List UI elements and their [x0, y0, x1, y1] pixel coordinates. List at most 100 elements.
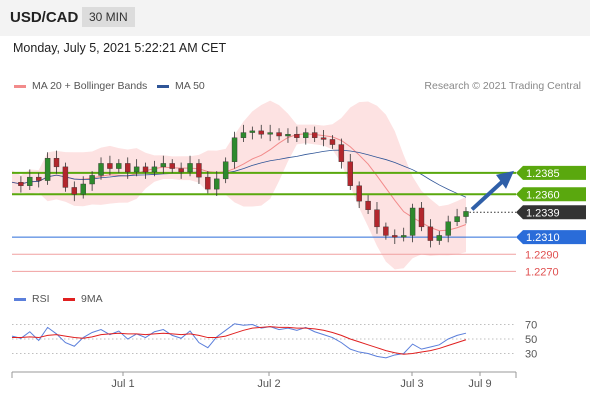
legend-ma20-label: MA 20 + Bollinger Bands [32, 80, 148, 92]
candle-body [151, 166, 158, 173]
candle-body [169, 163, 175, 169]
candle-body [427, 226, 434, 241]
candle-body [98, 163, 104, 176]
price-label-4: 1.2290 [525, 249, 559, 261]
bollinger-band [12, 100, 466, 270]
candle-body [142, 166, 149, 173]
timestamp: Monday, July 5, 2021 5:22:21 AM CET [13, 41, 227, 55]
candle [294, 126, 300, 142]
candle [374, 202, 380, 234]
candle-body [71, 187, 78, 195]
copyright: Research © 2021 Trading Central [424, 80, 581, 92]
candle [196, 159, 202, 184]
candle [329, 135, 336, 149]
candle-body [267, 132, 273, 135]
candle [267, 124, 273, 142]
candle-body [418, 207, 425, 228]
candle [62, 162, 69, 192]
candle [436, 231, 442, 245]
candle-body [214, 178, 220, 190]
price-levels: 1.2385 1.2360 1.2339 1.2310 1.2290 1.2270 [12, 165, 586, 278]
legend-ma20: MA 20 + Bollinger Bands [14, 80, 147, 92]
candle-body [383, 226, 389, 236]
candles [18, 124, 469, 248]
x-tick-label-0: Jul 1 [111, 378, 134, 390]
candle [463, 207, 469, 224]
candle-body [329, 139, 336, 145]
candle-body [454, 216, 460, 222]
candle-body [133, 166, 140, 173]
candle [258, 124, 264, 139]
candle [347, 154, 353, 190]
x-axis: Jul 1 Jul 2 Jul 3 Jul 9 [11, 371, 517, 390]
ma50-line [11, 149, 467, 198]
price-tag-2 [516, 205, 586, 220]
timeframe-badge[interactable]: 30 MIN [82, 7, 135, 27]
candle [98, 157, 104, 180]
legend-rsi: RSI [14, 293, 50, 305]
candle-body [231, 137, 238, 162]
candle [169, 159, 175, 173]
candle [427, 219, 434, 248]
candle-body [285, 134, 291, 137]
rsi-panel: 70 50 30 [11, 320, 537, 361]
candle [249, 126, 256, 140]
candle [454, 208, 460, 226]
candle [240, 124, 247, 142]
rsi-level-label-0: 70 [525, 320, 537, 332]
candle-body [311, 132, 318, 138]
candle-body [347, 161, 353, 186]
legend-ma50-label: MA 50 [175, 80, 205, 92]
candle-body [160, 163, 167, 168]
price-tag-1 [516, 187, 586, 202]
candle [222, 157, 229, 184]
forecast-arrow-shaft [470, 180, 504, 211]
candle-body [374, 209, 380, 228]
candle [285, 128, 291, 143]
candle [400, 227, 407, 242]
x-tick-label-2: Jul 3 [400, 378, 423, 390]
candle-body [187, 163, 193, 173]
symbol-title: USD/CAD [10, 9, 79, 26]
price-label-2: 1.2339 [526, 207, 560, 219]
candle-body [258, 130, 264, 135]
candle [320, 130, 327, 147]
header-bar: USD/CAD 30 MIN [0, 0, 590, 36]
price-label-0: 1.2385 [526, 168, 560, 180]
legend-ma50-swatch [157, 84, 169, 88]
candle-body [445, 221, 451, 236]
candle [311, 126, 318, 142]
rsi-level-label-2: 30 [525, 349, 537, 361]
forecast-arrow-head [496, 170, 514, 189]
candle [445, 215, 451, 243]
candle [151, 160, 158, 177]
candle-body [125, 163, 131, 173]
candle [160, 155, 167, 174]
candle [392, 229, 398, 244]
candle-body [18, 182, 24, 186]
candle-body [320, 137, 327, 140]
candle-body [294, 134, 300, 138]
price-tag-3 [516, 230, 586, 245]
candle-body [436, 235, 442, 241]
candle [36, 172, 42, 188]
candle-body [89, 175, 95, 185]
candle-body [53, 158, 60, 168]
candle-body [276, 132, 282, 137]
candle [27, 169, 33, 190]
candle [178, 162, 184, 179]
rsi-level-label-1: 50 [525, 334, 537, 346]
candle [53, 150, 60, 174]
candle-body [27, 176, 33, 186]
candle-body [36, 176, 42, 181]
candle-body [196, 163, 202, 178]
candle [89, 171, 95, 191]
candle [133, 159, 140, 177]
candle [365, 195, 371, 214]
candle [276, 128, 282, 141]
candle-body [338, 144, 345, 162]
candle [18, 176, 24, 193]
candle-body [62, 166, 69, 188]
candle [231, 131, 238, 169]
